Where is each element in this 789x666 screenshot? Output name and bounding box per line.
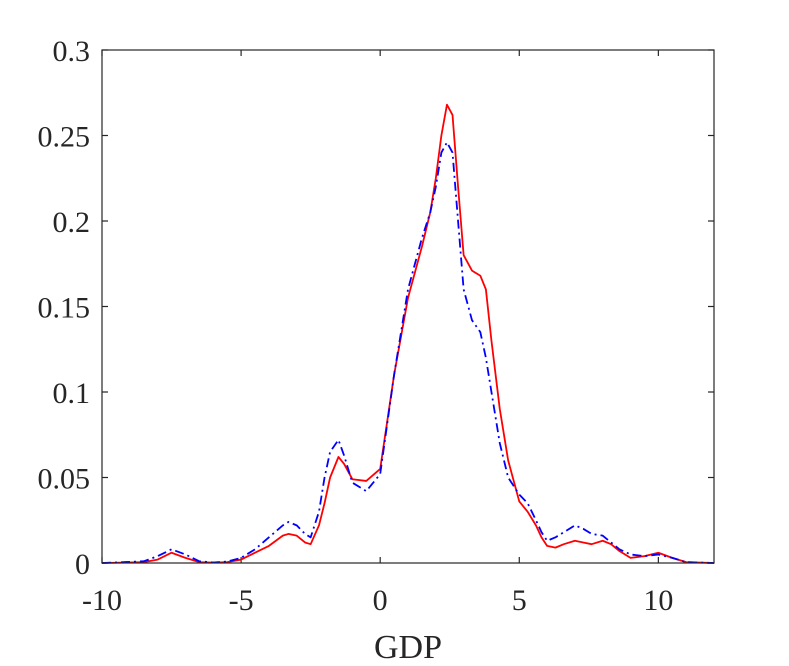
x-tick-label: 5 (512, 584, 527, 617)
x-tick-label: -5 (229, 584, 254, 617)
x-tick-marks (101, 50, 659, 563)
plot-box (101, 49, 715, 564)
y-tick-label: 0.05 (38, 463, 91, 496)
y-tick-label: 0.1 (53, 377, 91, 410)
y-tick-label: 0.2 (53, 206, 91, 239)
y-tick-label: 0.15 (38, 292, 91, 325)
y-tick-label: 0.25 (38, 121, 91, 154)
x-axis-label: GDP (374, 629, 442, 666)
x-tick-label: 0 (373, 584, 388, 617)
y-tick-marks (102, 49, 714, 564)
series-layer (101, 103, 715, 564)
y-tick-label: 0.3 (53, 35, 91, 68)
solid-density-line (101, 103, 715, 564)
y-tick-labels: 0 0.05 0.1 0.15 0.2 0.25 0.3 (38, 35, 91, 581)
x-tick-label: 10 (643, 584, 673, 617)
x-tick-label: -10 (82, 584, 122, 617)
x-tick-labels: -10 -5 0 5 10 (82, 584, 673, 617)
y-tick-label: 0 (75, 548, 90, 581)
dashdot-density-line (101, 141, 715, 564)
